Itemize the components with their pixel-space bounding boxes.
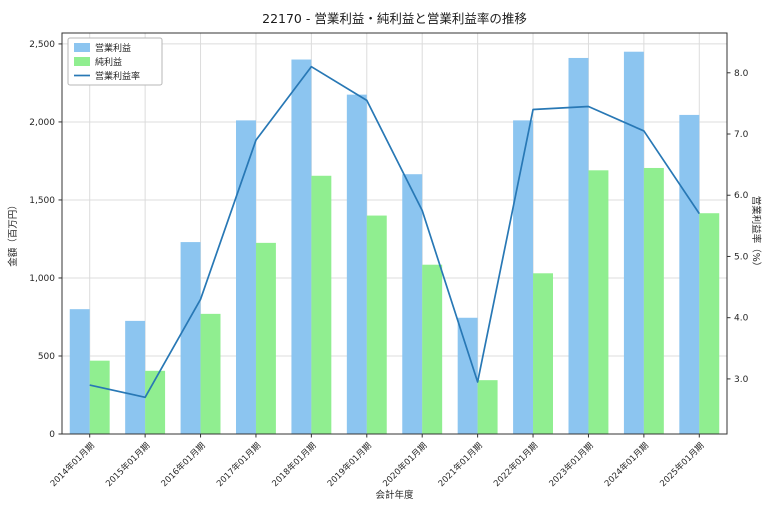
bar [366, 215, 387, 434]
legend-swatch [74, 43, 90, 52]
bar [568, 57, 589, 435]
x-tick-label: 2024年01月期 [602, 440, 651, 489]
x-tick-label: 2015年01月期 [103, 440, 152, 489]
x-tick-label: 2017年01月期 [214, 440, 263, 489]
x-tick-label: 2018年01月期 [270, 440, 319, 489]
bar-series-0 [69, 51, 700, 435]
y-tick-label-right: 5.0 [734, 252, 749, 262]
bar [533, 273, 553, 434]
bar-series-1 [89, 167, 720, 434]
bar [346, 94, 367, 434]
y-tick-label-left: 2,000 [29, 118, 55, 128]
bar [679, 114, 700, 435]
x-tick-label: 2019年01月期 [325, 440, 374, 489]
y-tick-label-left: 1,000 [29, 274, 55, 284]
legend-label: 純利益 [95, 56, 122, 68]
y-tick-label-right: 4.0 [734, 314, 749, 324]
y-tick-label-left: 500 [38, 352, 55, 362]
chart-title: 22170 - 営業利益・純利益と営業利益率の推移 [262, 11, 527, 26]
legend-swatch [74, 57, 90, 66]
y-tick-label-right: 8.0 [734, 69, 749, 79]
y-tick-label-left: 1,500 [29, 196, 55, 206]
y-axis-label-left: 金額（百万円） [7, 200, 19, 267]
x-axis-label: 会計年度 [375, 489, 414, 501]
y-tick-label-left: 0 [49, 430, 55, 440]
bar [311, 175, 332, 434]
x-tick-label: 2016年01月期 [159, 440, 208, 489]
x-tick-label: 2022年01月期 [491, 440, 540, 489]
bar [291, 59, 312, 434]
bar [402, 174, 423, 434]
bar [69, 309, 90, 434]
x-tick-label: 2021年01月期 [436, 440, 485, 489]
legend [67, 37, 163, 86]
legend-label: 営業利益率 [95, 70, 140, 82]
x-tick-label: 2014年01月期 [48, 440, 97, 489]
y-tick-label-right: 7.0 [734, 130, 749, 140]
bar [513, 120, 534, 434]
bar [145, 370, 166, 434]
line-series [89, 65, 700, 399]
bar [457, 317, 478, 434]
bar [125, 320, 146, 434]
x-tick-label: 2020年01月期 [381, 440, 430, 489]
y-tick-label-right: 6.0 [734, 191, 749, 201]
bar [200, 313, 221, 434]
legend-box [67, 37, 163, 86]
x-tick-label: 2025年01月期 [658, 440, 707, 489]
x-tick-label: 2023年01月期 [547, 440, 596, 489]
bar [588, 170, 609, 434]
bar [236, 120, 256, 434]
bar [255, 242, 276, 434]
bar [623, 51, 644, 434]
bar [699, 213, 720, 434]
plot-frame [61, 32, 728, 435]
y-tick-label-right: 3.0 [734, 375, 749, 385]
tick-marks [58, 43, 731, 438]
bar [89, 360, 110, 434]
bar [180, 242, 201, 434]
bar [422, 264, 443, 434]
y-axis-label-right: 営業利益率（%） [750, 196, 762, 272]
y-tick-label-left: 2,500 [29, 40, 55, 50]
bar [643, 167, 664, 434]
bar [477, 380, 498, 434]
legend-label: 営業利益 [95, 42, 131, 54]
